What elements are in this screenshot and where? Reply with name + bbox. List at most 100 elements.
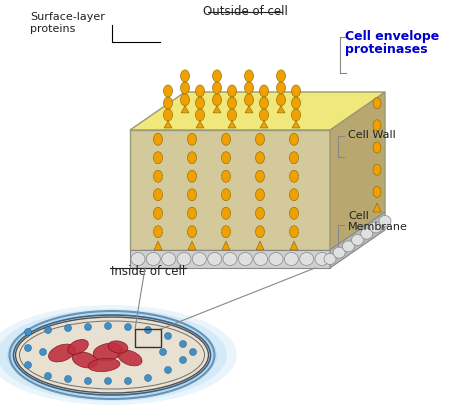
Ellipse shape <box>190 349 197 355</box>
Text: Outside of cell: Outside of cell <box>202 5 287 18</box>
Ellipse shape <box>73 352 98 368</box>
Ellipse shape <box>188 170 197 182</box>
Ellipse shape <box>255 226 264 238</box>
Ellipse shape <box>64 375 72 383</box>
Ellipse shape <box>212 70 221 82</box>
Ellipse shape <box>315 252 329 265</box>
Ellipse shape <box>192 252 206 265</box>
Ellipse shape <box>25 344 31 352</box>
Ellipse shape <box>154 170 163 182</box>
Ellipse shape <box>254 252 268 265</box>
Text: Cell envelope: Cell envelope <box>345 30 439 43</box>
Ellipse shape <box>68 339 88 354</box>
Ellipse shape <box>180 341 186 347</box>
Ellipse shape <box>223 252 237 265</box>
Text: Cell Wall: Cell Wall <box>348 130 396 140</box>
Ellipse shape <box>221 152 230 164</box>
Ellipse shape <box>84 378 91 384</box>
Ellipse shape <box>188 152 197 164</box>
Ellipse shape <box>292 97 301 109</box>
Polygon shape <box>181 106 189 113</box>
Ellipse shape <box>212 82 221 94</box>
Ellipse shape <box>221 170 230 182</box>
Polygon shape <box>222 241 230 250</box>
Polygon shape <box>330 92 385 250</box>
Bar <box>135 329 161 347</box>
Ellipse shape <box>145 326 152 333</box>
Ellipse shape <box>125 323 131 331</box>
Ellipse shape <box>370 222 382 233</box>
Polygon shape <box>154 241 162 250</box>
Ellipse shape <box>25 328 31 336</box>
Ellipse shape <box>7 313 217 397</box>
Ellipse shape <box>188 207 197 219</box>
Ellipse shape <box>181 94 190 106</box>
Ellipse shape <box>255 133 264 145</box>
Ellipse shape <box>245 70 254 82</box>
Ellipse shape <box>164 85 173 97</box>
Ellipse shape <box>195 85 204 97</box>
Ellipse shape <box>373 97 381 109</box>
Polygon shape <box>290 241 298 250</box>
Polygon shape <box>188 241 196 250</box>
Ellipse shape <box>255 189 264 201</box>
Ellipse shape <box>292 109 301 121</box>
Polygon shape <box>245 106 253 113</box>
Ellipse shape <box>162 252 176 265</box>
Ellipse shape <box>177 252 191 265</box>
Ellipse shape <box>164 109 173 121</box>
Ellipse shape <box>259 85 268 97</box>
Ellipse shape <box>290 226 299 238</box>
Ellipse shape <box>180 357 186 363</box>
Text: Surface-layer: Surface-layer <box>30 12 105 22</box>
Ellipse shape <box>284 252 298 265</box>
Ellipse shape <box>255 152 264 164</box>
Ellipse shape <box>352 234 364 246</box>
Ellipse shape <box>373 142 381 153</box>
Polygon shape <box>373 203 381 212</box>
Ellipse shape <box>188 226 197 238</box>
Polygon shape <box>260 121 268 128</box>
Ellipse shape <box>373 120 381 131</box>
Text: proteins: proteins <box>30 24 75 34</box>
Ellipse shape <box>228 109 237 121</box>
Ellipse shape <box>164 367 172 373</box>
Ellipse shape <box>154 207 163 219</box>
Ellipse shape <box>255 170 264 182</box>
Ellipse shape <box>361 228 373 239</box>
Ellipse shape <box>16 317 209 393</box>
Ellipse shape <box>333 247 345 258</box>
Ellipse shape <box>88 358 120 372</box>
Ellipse shape <box>39 349 46 355</box>
Ellipse shape <box>145 375 152 381</box>
Ellipse shape <box>93 343 123 361</box>
Ellipse shape <box>238 252 252 265</box>
Polygon shape <box>130 250 330 268</box>
Ellipse shape <box>25 362 31 368</box>
Ellipse shape <box>48 344 75 362</box>
Ellipse shape <box>0 309 227 401</box>
Ellipse shape <box>221 133 230 145</box>
Ellipse shape <box>118 350 142 366</box>
Ellipse shape <box>212 94 221 106</box>
Ellipse shape <box>259 109 268 121</box>
Polygon shape <box>292 121 300 128</box>
Ellipse shape <box>0 305 237 405</box>
Ellipse shape <box>300 252 314 265</box>
Text: Cell: Cell <box>348 211 369 221</box>
Ellipse shape <box>276 70 285 82</box>
Polygon shape <box>277 106 285 113</box>
Ellipse shape <box>45 326 52 333</box>
Polygon shape <box>213 106 221 113</box>
Text: proteinases: proteinases <box>345 43 428 56</box>
Ellipse shape <box>164 333 172 339</box>
Ellipse shape <box>188 133 197 145</box>
Ellipse shape <box>181 82 190 94</box>
Ellipse shape <box>154 152 163 164</box>
Ellipse shape <box>221 189 230 201</box>
Ellipse shape <box>269 252 283 265</box>
Ellipse shape <box>164 97 173 109</box>
Ellipse shape <box>228 85 237 97</box>
Polygon shape <box>228 121 236 128</box>
Ellipse shape <box>154 226 163 238</box>
